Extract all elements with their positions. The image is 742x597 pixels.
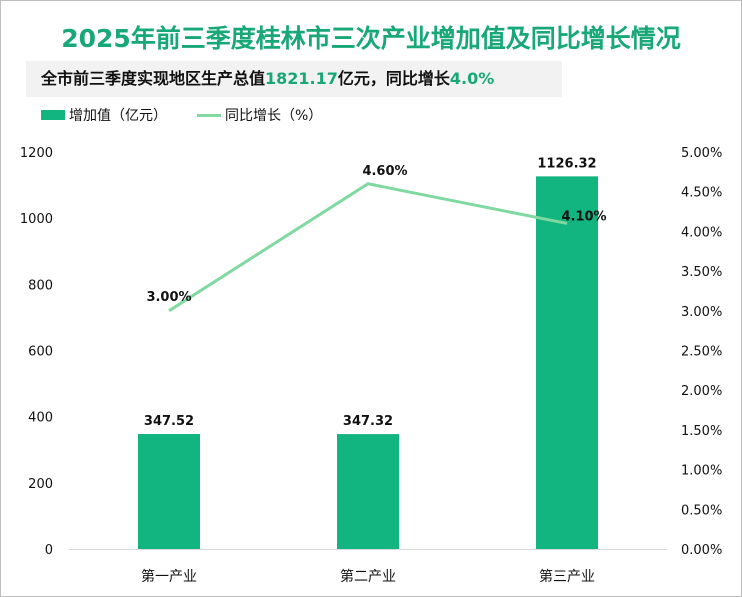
bar: [536, 176, 598, 549]
y-left-tick: 1200: [20, 146, 53, 161]
y-right-tick: 0.50%: [681, 503, 722, 518]
y-right-tick: 4.50%: [681, 186, 722, 201]
y-left-tick: 600: [28, 345, 53, 360]
subtitle-unit: 亿元，同比增长: [337, 69, 450, 88]
bar-label: 347.32: [343, 414, 393, 429]
growth-value: 4.0%: [449, 69, 495, 88]
subtitle-box: 全市前三季度实现地区生产总值1821.17亿元，同比增长4.0%: [26, 61, 562, 97]
y-right-tick: 4.00%: [681, 225, 722, 240]
y-left-tick: 800: [28, 278, 53, 293]
bar-label: 347.52: [144, 414, 194, 429]
y-right-tick: 1.00%: [681, 464, 722, 479]
y-left-tick: 0: [45, 543, 53, 558]
y-right-tick: 2.50%: [681, 345, 722, 360]
bar: [337, 434, 399, 549]
y-left-tick: 200: [28, 477, 53, 492]
legend: 增加值（亿元） 同比增长（%）: [41, 105, 322, 125]
subtitle-prefix: 全市前三季度实现地区生产总值: [41, 69, 266, 88]
line-label: 4.10%: [561, 209, 606, 224]
y-right-tick: 3.50%: [681, 265, 722, 280]
y-right-tick: 3.00%: [681, 305, 722, 320]
y-left-tick: 400: [28, 411, 53, 426]
y-left-tick: 1000: [20, 212, 53, 227]
y-right-tick: 1.50%: [681, 424, 722, 439]
bar: [138, 434, 200, 549]
y-right-tick: 2.00%: [681, 384, 722, 399]
legend-line-swatch: [197, 113, 221, 117]
chart-title: 2025年前三季度桂林市三次产业增加值及同比增长情况: [61, 24, 681, 53]
legend-line-label: 同比增长（%）: [225, 108, 323, 124]
y-right-tick: 0.00%: [681, 543, 722, 558]
bar-label: 1126.32: [537, 156, 596, 171]
growth-line: [168, 182, 568, 313]
x-tick: 第三产业: [539, 568, 595, 585]
legend-bar-swatch: [41, 110, 65, 120]
x-tick: 第二产业: [340, 568, 396, 585]
legend-bar-label: 增加值（亿元）: [69, 108, 167, 124]
gdp-value: 1821.17: [265, 69, 338, 88]
line-label: 4.60%: [362, 164, 407, 179]
line-label: 3.00%: [146, 290, 191, 305]
y-right-tick: 5.00%: [681, 146, 722, 161]
x-tick: 第一产业: [141, 568, 197, 585]
